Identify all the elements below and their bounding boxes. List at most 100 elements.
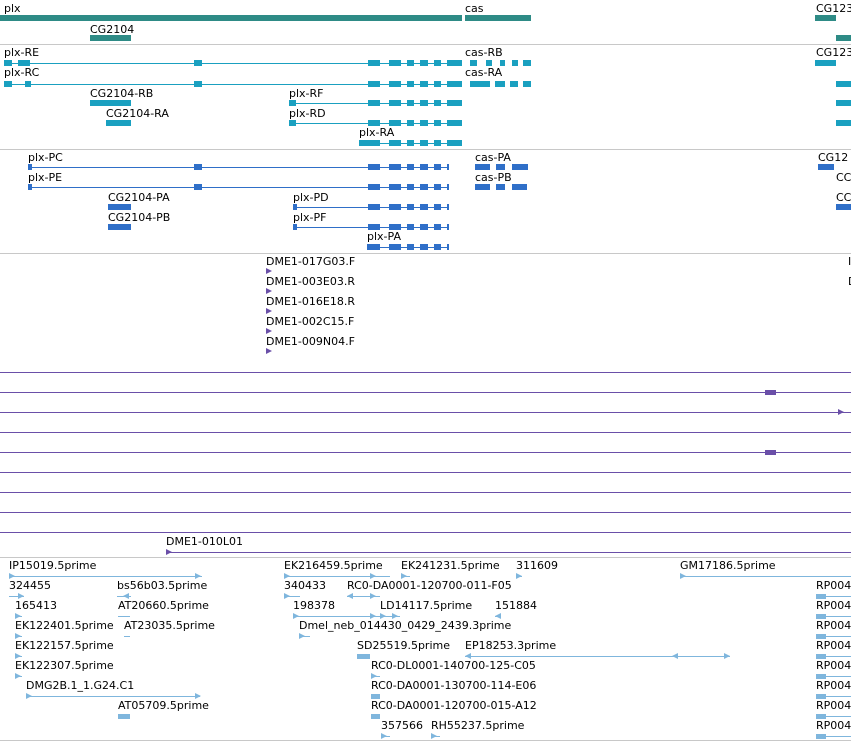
feature-exon[interactable] xyxy=(25,81,31,87)
feature-exon[interactable] xyxy=(289,120,296,126)
gene-cg2104[interactable] xyxy=(90,35,131,41)
est-alignment[interactable] xyxy=(680,576,851,577)
feature-exon[interactable] xyxy=(420,184,428,190)
feature-exon[interactable] xyxy=(818,164,834,170)
protein-label-plx-pa[interactable]: plx-PA xyxy=(367,230,401,243)
clone-end-box[interactable] xyxy=(765,450,776,455)
est-label-rp004[interactable]: RP004 xyxy=(816,719,851,732)
est-label[interactable]: IP15019.5prime xyxy=(9,559,97,572)
feature-intron-line[interactable] xyxy=(4,63,462,64)
est-label[interactable]: AT20660.5prime xyxy=(118,599,209,612)
clone-label[interactable]: DME1-002C15.F xyxy=(266,315,355,328)
feature-exon[interactable] xyxy=(4,81,12,87)
feature-exon[interactable] xyxy=(368,60,380,66)
gene-label-cas[interactable]: cas xyxy=(465,2,484,15)
feature-exon[interactable] xyxy=(447,81,462,87)
protein-label-plx-pc[interactable]: plx-PC xyxy=(28,151,63,164)
est-block[interactable] xyxy=(816,734,826,739)
clone-span-line[interactable] xyxy=(166,552,851,553)
feature-exon[interactable] xyxy=(368,224,380,230)
est-block[interactable] xyxy=(371,714,380,719)
gene-cg123[interactable] xyxy=(815,15,836,21)
feature-exon[interactable] xyxy=(407,224,414,230)
feature-exon[interactable] xyxy=(389,140,401,146)
feature-exon[interactable] xyxy=(500,60,505,66)
feature-exon[interactable] xyxy=(289,100,296,106)
clone-span-line[interactable] xyxy=(0,372,851,373)
feature-exon[interactable] xyxy=(368,81,380,87)
protein-label-cc[interactable]: CC xyxy=(836,171,851,184)
feature-exon[interactable] xyxy=(420,81,428,87)
feature-exon[interactable] xyxy=(389,120,401,126)
est-alignment[interactable] xyxy=(284,576,390,577)
transcript-label-plx-re[interactable]: plx-RE xyxy=(4,46,40,59)
est-alignment[interactable] xyxy=(816,716,851,717)
feature-exon[interactable] xyxy=(815,60,836,66)
feature-exon[interactable] xyxy=(407,140,414,146)
est-block[interactable] xyxy=(816,594,826,599)
est-label[interactable]: AT05709.5prime xyxy=(118,699,209,712)
feature-exon[interactable] xyxy=(470,81,490,87)
clone-span-line[interactable] xyxy=(0,432,851,433)
est-label[interactable]: GM17186.5prime xyxy=(680,559,776,572)
feature-exon[interactable] xyxy=(470,60,477,66)
transcript-label-cg123[interactable]: CG123 xyxy=(816,46,851,59)
feature-exon[interactable] xyxy=(434,100,441,106)
feature-exon[interactable] xyxy=(420,140,428,146)
gene-cg123-part[interactable] xyxy=(836,35,851,41)
est-alignment[interactable] xyxy=(816,636,851,637)
feature-exon[interactable] xyxy=(407,120,414,126)
clone-span-line[interactable] xyxy=(0,412,851,413)
feature-exon[interactable] xyxy=(447,204,449,210)
est-block[interactable] xyxy=(371,694,380,699)
est-label[interactable]: 198378 xyxy=(293,599,335,612)
clone-label-edge[interactable]: D xyxy=(848,276,851,288)
est-label[interactable]: EK122401.5prime xyxy=(15,619,114,632)
feature-exon[interactable] xyxy=(836,81,851,87)
est-label[interactable]: DMG2B.1_1.G24.C1 xyxy=(26,679,135,692)
feature-exon[interactable] xyxy=(434,81,441,87)
est-alignment[interactable] xyxy=(26,696,200,697)
gene-cas[interactable] xyxy=(465,15,531,21)
feature-exon[interactable] xyxy=(407,60,414,66)
est-label-rp004[interactable]: RP004 xyxy=(816,579,851,592)
feature-exon[interactable] xyxy=(368,184,380,190)
est-label[interactable]: EK216459.5prime xyxy=(284,559,383,572)
gene-label-cg123[interactable]: CG123 xyxy=(816,2,851,15)
est-alignment[interactable] xyxy=(293,616,400,617)
feature-intron-line[interactable] xyxy=(28,167,449,168)
feature-exon[interactable] xyxy=(475,184,490,190)
feature-exon[interactable] xyxy=(447,244,449,250)
feature-exon[interactable] xyxy=(510,81,518,87)
feature-exon[interactable] xyxy=(407,164,414,170)
est-block[interactable] xyxy=(357,654,370,659)
protein-label-cas-pa[interactable]: cas-PA xyxy=(475,151,511,164)
feature-exon[interactable] xyxy=(90,100,131,106)
feature-exon[interactable] xyxy=(434,204,441,210)
est-label[interactable]: 165413 xyxy=(15,599,57,612)
protein-label-cas-pb[interactable]: cas-PB xyxy=(475,171,512,184)
clone-label[interactable]: DME1-009N04.F xyxy=(266,335,355,348)
feature-exon[interactable] xyxy=(407,81,414,87)
gene-plx[interactable] xyxy=(0,15,462,21)
protein-label-cg12[interactable]: CG12 xyxy=(818,151,849,164)
est-label-rp004[interactable]: RP004 xyxy=(816,699,851,712)
feature-exon[interactable] xyxy=(434,184,441,190)
feature-exon[interactable] xyxy=(836,120,851,126)
est-alignment[interactable] xyxy=(124,636,130,637)
est-label[interactable]: 151884 xyxy=(495,599,537,612)
est-label[interactable]: SD25519.5prime xyxy=(357,639,450,652)
feature-exon[interactable] xyxy=(512,184,527,190)
clone-span-line[interactable] xyxy=(0,512,851,513)
clone-span-line[interactable] xyxy=(0,492,851,493)
feature-exon[interactable] xyxy=(106,120,131,126)
est-label[interactable]: AT23035.5prime xyxy=(124,619,215,632)
est-block[interactable] xyxy=(816,654,826,659)
est-label-rp004[interactable]: RP004 xyxy=(816,639,851,652)
clone-label-edge[interactable]: I xyxy=(848,255,851,268)
transcript-label-plx-rf[interactable]: plx-RF xyxy=(289,87,324,100)
feature-exon[interactable] xyxy=(496,184,505,190)
protein-label-plx-pe[interactable]: plx-PE xyxy=(28,171,63,184)
est-block[interactable] xyxy=(816,634,826,639)
feature-exon[interactable] xyxy=(475,164,490,170)
